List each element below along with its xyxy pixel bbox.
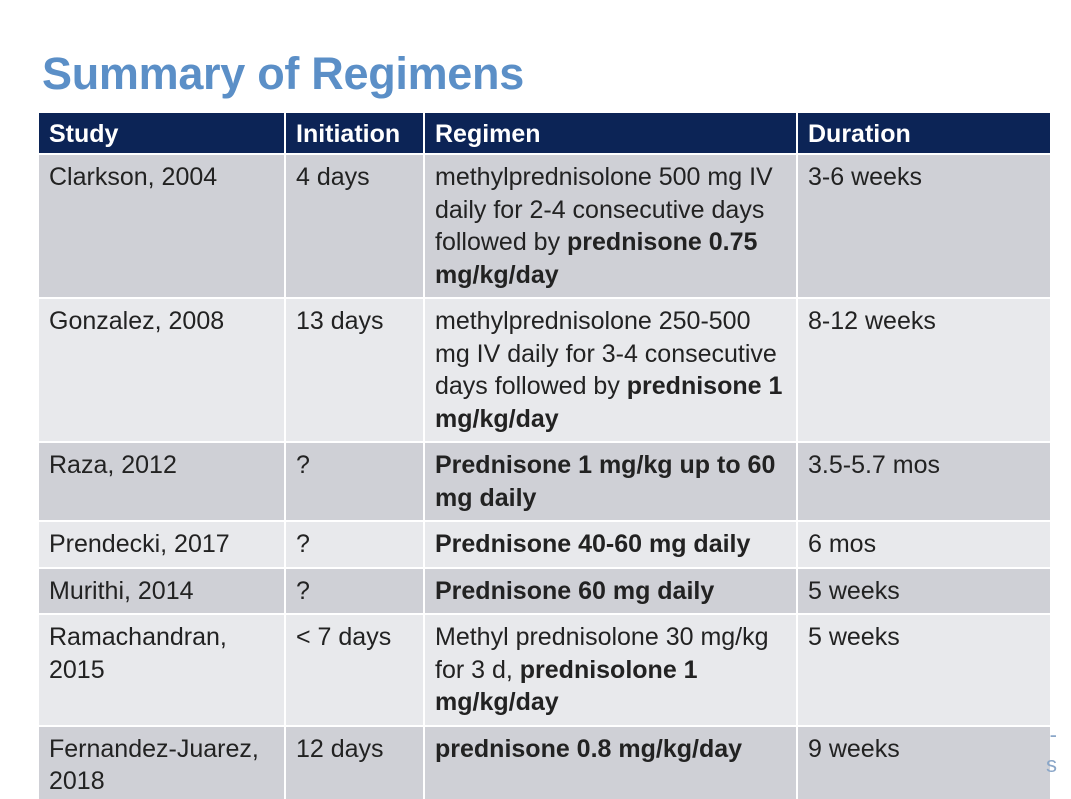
- edge-mark-dash: -: [1049, 722, 1057, 747]
- study-cell: Gonzalez, 2008: [37, 297, 286, 443]
- regimen-cell: prednisone 0.8 mg/kg/day: [423, 724, 798, 799]
- regimen-cell: methylprednisolone 250-500 mg IV daily f…: [423, 297, 798, 443]
- study-cell: Prendecki, 2017: [37, 520, 286, 569]
- regimen-bold-text: prednisone 0.75 mg/kg/day: [435, 228, 758, 289]
- regimen-cell: Prednisone 40-60 mg daily: [423, 520, 798, 569]
- duration-cell: 8-12 weeks: [796, 297, 1052, 443]
- initiation-cell: 13 days: [284, 297, 425, 443]
- regimen-bold-text: Prednisone 1 mg/kg up to 60 mg daily: [435, 451, 776, 512]
- regimen-bold-text: prednisolone 1 mg/kg/day: [435, 655, 698, 717]
- regimen-bold-text: prednisone 0.8 mg/kg/day: [435, 734, 743, 763]
- duration-cell: 3-6 weeks: [796, 153, 1052, 299]
- table-row: Gonzalez, 2008 13 days methylprednisolon…: [37, 297, 1052, 443]
- regimen-bold-text: prednisone 1 mg/kg/day: [435, 372, 783, 433]
- regimens-table: Study Initiation Regimen Duration Clarks…: [37, 111, 1052, 799]
- table-row: Fernandez-Juarez, 2018 12 days prednison…: [37, 724, 1052, 799]
- study-cell: Fernandez-Juarez, 2018: [37, 724, 286, 799]
- study-cell: Clarkson, 2004: [37, 153, 286, 299]
- header-regimen: Regimen: [423, 111, 798, 155]
- header-duration: Duration: [796, 111, 1052, 155]
- regimen-cell: Methyl prednisolone 30 mg/kg for 3 d, pr…: [423, 613, 798, 727]
- initiation-cell: ?: [284, 441, 425, 522]
- slide-title: Summary of Regimens: [42, 48, 524, 99]
- table-row: Murithi, 2014 ? Prednisone 60 mg daily 5…: [37, 566, 1052, 615]
- duration-cell: 5 weeks: [796, 613, 1052, 727]
- edge-mark-letter: s: [1046, 752, 1057, 777]
- table-row: Prendecki, 2017 ? Prednisone 40-60 mg da…: [37, 520, 1052, 569]
- header-row: Study Initiation Regimen Duration: [37, 111, 1052, 155]
- study-cell: Ramachandran, 2015: [37, 613, 286, 727]
- duration-cell: 9 weeks: [796, 724, 1052, 799]
- initiation-cell: 4 days: [284, 153, 425, 299]
- regimen-cell: Prednisone 1 mg/kg up to 60 mg daily: [423, 441, 798, 522]
- regimen-bold-text: Prednisone 40-60 mg daily: [435, 530, 751, 558]
- regimen-cell: methylprednisolone 500 mg IV daily for 2…: [423, 153, 798, 299]
- header-study: Study: [37, 111, 286, 155]
- study-cell: Murithi, 2014: [37, 566, 286, 615]
- initiation-cell: 12 days: [284, 724, 425, 799]
- initiation-cell: ?: [284, 566, 425, 615]
- table-row: Raza, 2012 ? Prednisone 1 mg/kg up to 60…: [37, 441, 1052, 522]
- regimen-text: methylprednisolone 250-500 mg IV daily f…: [435, 307, 777, 400]
- regimen-text: methylprednisolone 500 mg IV daily for 2…: [435, 163, 773, 256]
- header-initiation: Initiation: [284, 111, 425, 155]
- initiation-cell: < 7 days: [284, 613, 425, 727]
- regimen-cell: Prednisone 60 mg daily: [423, 566, 798, 615]
- regimen-text: Methyl prednisolone 30 mg/kg for 3 d,: [435, 623, 769, 684]
- table-row: Clarkson, 2004 4 days methylprednisolone…: [37, 153, 1052, 299]
- study-cell: Raza, 2012: [37, 441, 286, 522]
- initiation-cell: ?: [284, 520, 425, 569]
- duration-cell: 3.5-5.7 mos: [796, 441, 1052, 522]
- table-row: Ramachandran, 2015 < 7 days Methyl predn…: [37, 613, 1052, 727]
- duration-cell: 6 mos: [796, 520, 1052, 569]
- regimen-bold-text: Prednisone 60 mg daily: [435, 576, 715, 605]
- duration-cell: 5 weeks: [796, 566, 1052, 615]
